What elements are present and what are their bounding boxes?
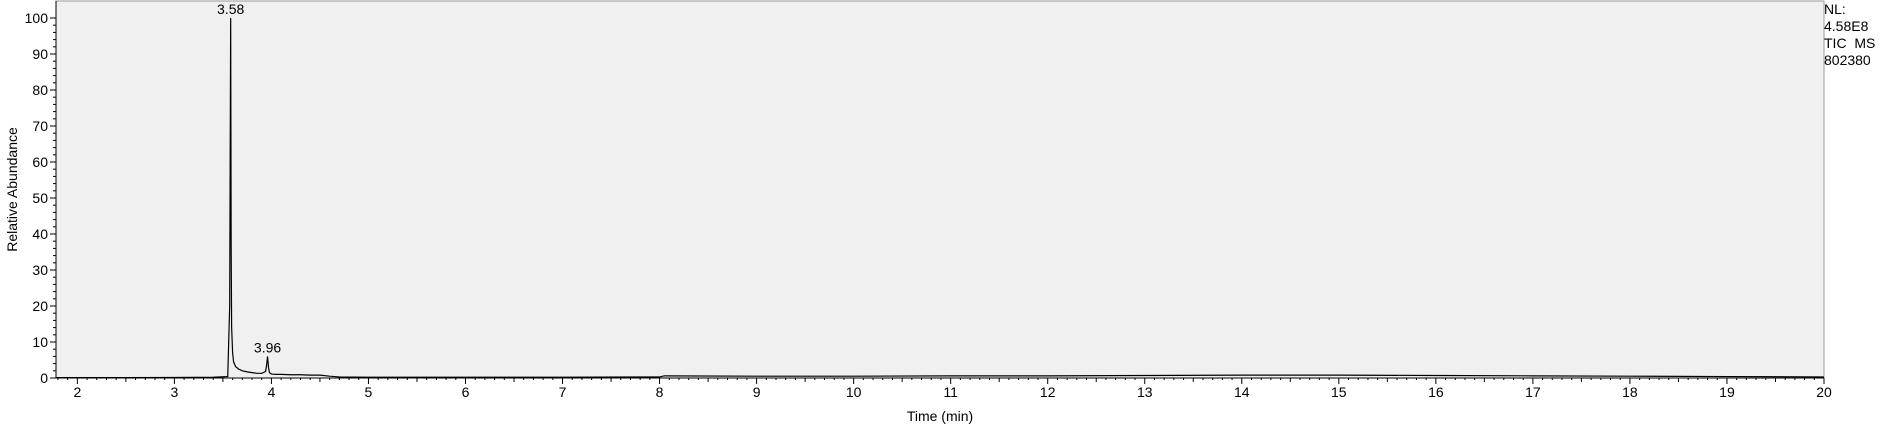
x-tick-label: 16 bbox=[1428, 384, 1444, 400]
peak-labels: 3.58 3.96 bbox=[217, 1, 281, 355]
y-tick-label: 100 bbox=[25, 10, 49, 26]
peak-label: 3.58 bbox=[217, 1, 244, 17]
x-tick-label: 18 bbox=[1622, 384, 1638, 400]
x-tick-label: 8 bbox=[656, 384, 664, 400]
y-tick-label: 10 bbox=[32, 334, 48, 350]
x-tick-label: 10 bbox=[846, 384, 862, 400]
y-tick-label: 0 bbox=[40, 370, 48, 386]
peak-label: 3.96 bbox=[254, 339, 281, 355]
x-tick-label: 5 bbox=[365, 384, 373, 400]
y-axis-title: Relative Abundance bbox=[4, 127, 20, 252]
sample-id: 802380 bbox=[1824, 52, 1871, 68]
x-tick-label: 6 bbox=[462, 384, 470, 400]
x-tick-label: 14 bbox=[1234, 384, 1250, 400]
x-tick-label: 12 bbox=[1040, 384, 1056, 400]
x-tick-label: 3 bbox=[170, 384, 178, 400]
y-tick-label: 70 bbox=[32, 118, 48, 134]
x-tick-label: 7 bbox=[559, 384, 567, 400]
x-tick-label: 11 bbox=[943, 384, 958, 400]
y-tick-label: 60 bbox=[32, 154, 48, 170]
x-axis: 2 3 4 5 6 7 8 9 10 11 12 13 14 15 16 17 18 19 20 bbox=[56, 377, 1832, 400]
x-tick-label: 19 bbox=[1719, 384, 1735, 400]
x-tick-label: 2 bbox=[73, 384, 81, 400]
x-tick-label: 9 bbox=[753, 384, 761, 400]
y-tick-label: 30 bbox=[32, 262, 48, 278]
x-axis-title: Time (min) bbox=[907, 408, 973, 424]
y-tick-label: 80 bbox=[32, 82, 48, 98]
y-axis: 0 10 20 30 40 50 60 70 80 90 100 bbox=[25, 1, 57, 386]
y-tick-label: 90 bbox=[32, 46, 48, 62]
nl-value: 4.58E8 bbox=[1824, 18, 1869, 34]
x-tick-label: 20 bbox=[1816, 384, 1832, 400]
nl-label: NL: bbox=[1824, 1, 1846, 17]
y-tick-label: 40 bbox=[32, 226, 48, 242]
x-tick-label: 13 bbox=[1137, 384, 1153, 400]
tic-trace bbox=[56, 17, 1825, 379]
x-tick-label: 17 bbox=[1525, 384, 1541, 400]
y-tick-label: 20 bbox=[32, 298, 48, 314]
plot-area bbox=[55, 0, 1825, 379]
x-tick-label: 15 bbox=[1331, 384, 1347, 400]
x-tick-label: 4 bbox=[268, 384, 276, 400]
y-tick-label: 50 bbox=[32, 190, 48, 206]
scan-filter: TIC MS bbox=[1824, 35, 1876, 51]
